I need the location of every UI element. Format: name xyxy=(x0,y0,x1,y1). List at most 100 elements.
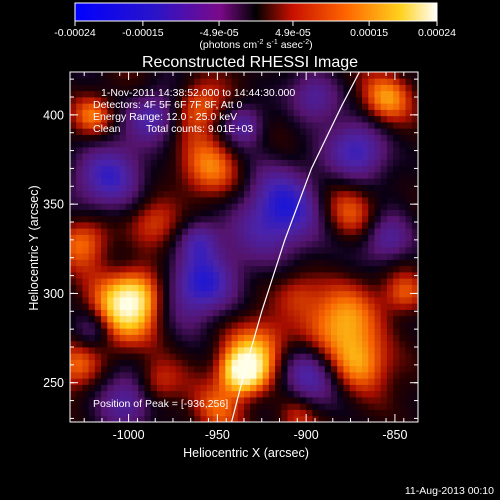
heatmap-cell xyxy=(200,284,208,292)
heatmap-cell xyxy=(349,190,357,198)
heatmap-cell xyxy=(299,359,307,367)
heatmap-cell xyxy=(331,303,338,310)
heatmap-cell xyxy=(225,109,232,117)
heatmap-cell xyxy=(132,140,139,148)
heatmap-cell xyxy=(374,390,382,398)
heatmap-cell xyxy=(76,215,83,223)
heatmap-cell xyxy=(362,378,369,385)
heatmap-cell xyxy=(150,340,158,348)
heatmap-cell xyxy=(132,265,139,273)
heatmap-cell xyxy=(405,365,413,373)
heatmap-cell xyxy=(70,340,77,348)
heatmap-cell xyxy=(219,153,226,160)
heatmap-cell xyxy=(76,278,83,285)
heatmap-cell xyxy=(150,165,158,173)
heatmap-cell xyxy=(119,197,127,204)
heatmap-cell xyxy=(113,172,121,179)
heatmap-cell xyxy=(76,172,83,179)
heatmap-cell xyxy=(125,128,133,135)
heatmap-cell xyxy=(157,153,164,160)
heatmap-cell xyxy=(119,378,127,385)
heatmap-cell xyxy=(82,122,90,129)
heatmap-cell xyxy=(268,78,276,85)
heatmap-cell xyxy=(169,215,177,223)
heatmap-cell xyxy=(287,253,295,260)
heatmap-cell xyxy=(206,315,214,323)
heatmap-cell xyxy=(150,115,158,123)
heatmap-cell xyxy=(275,215,282,223)
heatmap-cell xyxy=(318,153,326,160)
heatmap-cell xyxy=(262,384,270,392)
heatmap-cell xyxy=(275,172,282,179)
heatmap-cell xyxy=(101,222,108,229)
heatmap-cell xyxy=(393,253,400,260)
heatmap-cell xyxy=(107,197,114,204)
heatmap-cell xyxy=(256,372,264,379)
heatmap-cell xyxy=(287,265,295,273)
heatmap-cell xyxy=(362,272,369,279)
heatmap-cell xyxy=(262,315,270,323)
heatmap-cell xyxy=(405,228,413,235)
heatmap-cell xyxy=(94,259,102,267)
heatmap-cell xyxy=(331,240,338,248)
heatmap-cell xyxy=(380,109,388,117)
heatmap-cell xyxy=(70,84,77,92)
heatmap-cell xyxy=(349,272,357,279)
heatmap-cell xyxy=(362,265,369,273)
heatmap-cell xyxy=(362,134,369,142)
heatmap-cell xyxy=(281,222,288,229)
heatmap-cell xyxy=(181,103,189,110)
heatmap-cell xyxy=(411,103,418,110)
heatmap-cell xyxy=(281,359,288,367)
heatmap-cell xyxy=(200,122,208,129)
heatmap-cell xyxy=(386,109,394,117)
heatmap-cell xyxy=(70,97,77,104)
heatmap-cell xyxy=(237,72,245,79)
heatmap-cell xyxy=(343,215,351,223)
heatmap-cell xyxy=(380,115,388,123)
heatmap-cell xyxy=(275,297,282,304)
heatmap-cell xyxy=(132,384,139,392)
heatmap-cell xyxy=(225,290,232,298)
heatmap-cell xyxy=(343,172,351,179)
heatmap-cell xyxy=(349,415,357,422)
heatmap-cell xyxy=(318,165,326,173)
heatmap-cell xyxy=(194,215,201,223)
heatmap-cell xyxy=(355,309,363,317)
heatmap-cell xyxy=(113,103,121,110)
heatmap-cell xyxy=(101,84,108,92)
heatmap-cell xyxy=(343,222,351,229)
heatmap-cell xyxy=(355,297,363,304)
heatmap-cell xyxy=(194,284,201,292)
heatmap-cell xyxy=(181,153,189,160)
heatmap-cell xyxy=(275,359,282,367)
heatmap-cell xyxy=(144,159,152,167)
heatmap-cell xyxy=(169,172,177,179)
heatmap-cell xyxy=(250,378,257,385)
heatmap-cell xyxy=(125,203,133,210)
heatmap-cell xyxy=(88,165,96,173)
heatmap-cell xyxy=(349,203,357,210)
heatmap-cell xyxy=(175,278,183,285)
heatmap-cell xyxy=(299,365,307,373)
heatmap-cell xyxy=(231,178,239,185)
heatmap-cell xyxy=(287,84,295,92)
heatmap-cell xyxy=(306,403,313,410)
heatmap-cell xyxy=(157,309,164,317)
heatmap-cell xyxy=(88,334,96,342)
heatmap-cell xyxy=(101,403,108,410)
heatmap-cell xyxy=(212,253,220,260)
heatmap-cell xyxy=(306,378,313,385)
heatmap-cell xyxy=(138,159,145,167)
heatmap-cell xyxy=(119,134,127,142)
heatmap-cell xyxy=(76,265,83,273)
heatmap-cell xyxy=(188,315,195,323)
heatmap-cell xyxy=(312,328,319,335)
heatmap-cell xyxy=(150,97,158,104)
heatmap-cell xyxy=(157,372,164,379)
heatmap-cell xyxy=(132,84,139,92)
heatmap-cell xyxy=(113,297,121,304)
heatmap-cell xyxy=(262,197,270,204)
heatmap-cell xyxy=(88,259,96,267)
heatmap-cell xyxy=(386,278,394,285)
